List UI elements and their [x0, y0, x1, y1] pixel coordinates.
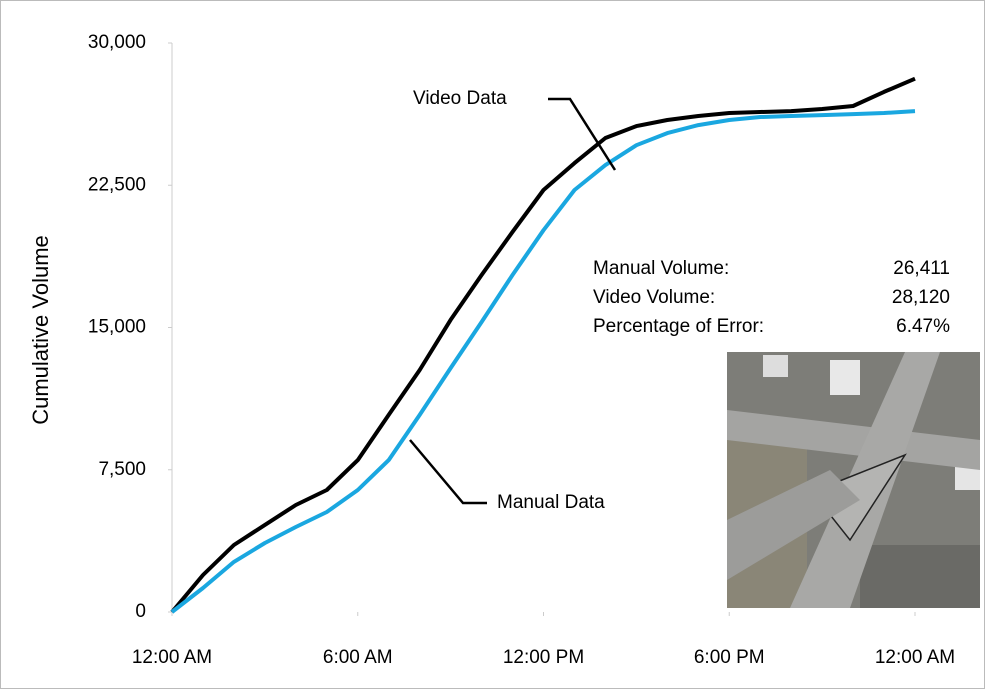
chart: Cumulative Volume 0 7,500 15,000 22,500 30,0…: [0, 0, 985, 689]
y-tick-label: 22,500: [88, 174, 146, 195]
stat-value: 28,120: [892, 287, 950, 308]
y-tick-label: 30,000: [88, 32, 146, 53]
y-tick-label: 7,500: [98, 459, 146, 480]
stat-value: 6.47%: [896, 316, 950, 337]
x-tick-label: 6:00 AM: [323, 647, 393, 668]
x-tick-label: 12:00 AM: [875, 647, 955, 668]
stat-label: Percentage of Error:: [593, 316, 764, 337]
y-tick-label: 15,000: [88, 317, 146, 338]
stat-label: Video Volume:: [593, 287, 715, 308]
series-label: Video Data: [413, 88, 507, 109]
stat-label: Manual Volume:: [593, 258, 729, 279]
x-tick-label: 12:00 AM: [132, 647, 212, 668]
inset-map: [727, 352, 980, 608]
x-tick-label: 12:00 PM: [503, 647, 584, 668]
y-axis-label: Cumulative Volume: [28, 235, 53, 425]
y-tick-label: 0: [135, 601, 146, 622]
x-tick-label: 6:00 PM: [694, 647, 765, 668]
stat-value: 26,411: [893, 258, 950, 279]
series-label: Manual Data: [497, 492, 605, 513]
